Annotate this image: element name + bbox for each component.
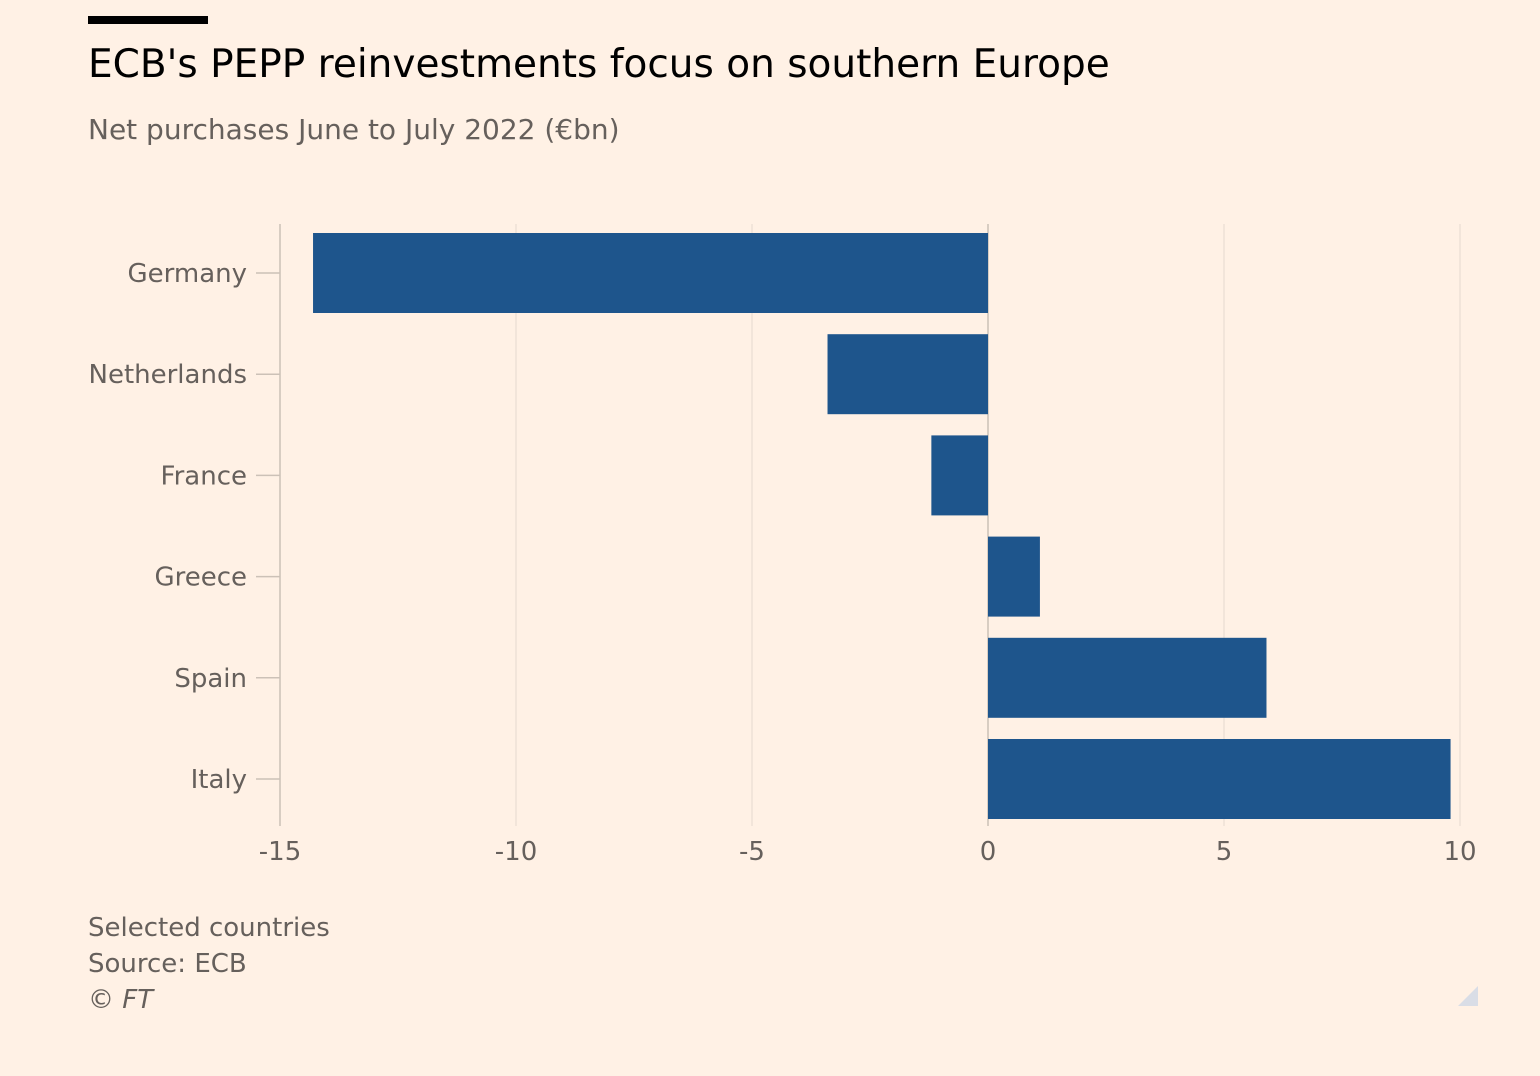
chart-title: ECB's PEPP reinvestments focus on southe… — [88, 42, 1110, 87]
bar-greece — [988, 536, 1040, 617]
category-label-greece: Greece — [154, 563, 247, 593]
x-tick-label: 5 — [1216, 837, 1233, 867]
grid-layer — [279, 224, 1461, 826]
resize-handle-icon[interactable] — [1458, 986, 1478, 1006]
category-label-france: France — [161, 461, 247, 491]
header-accent-rule — [88, 16, 208, 24]
bar-netherlands — [827, 334, 988, 415]
category-label-germany: Germany — [127, 259, 247, 289]
category-label-netherlands: Netherlands — [89, 360, 248, 390]
x-tick-label: -15 — [259, 837, 301, 867]
x-tick-label: 10 — [1443, 837, 1476, 867]
bar-spain — [988, 637, 1267, 718]
bar-chart: -15 -10 -5 0 5 10 Germany Netherlands France Gree… — [89, 224, 1477, 867]
chart-subtitle: Net purchases June to July 2022 (€bn) — [88, 113, 620, 146]
bar-germany — [313, 233, 988, 313]
bar-layer — [313, 233, 1451, 819]
source-note: Source: ECB — [88, 949, 247, 979]
copyright-note: © FT — [88, 985, 154, 1015]
x-tick-label: -5 — [739, 837, 765, 867]
bar-italy — [988, 739, 1451, 819]
x-tick-label: 0 — [980, 837, 997, 867]
footnote-selected-countries: Selected countries — [88, 913, 330, 943]
bar-france — [931, 435, 988, 516]
category-label-spain: Spain — [174, 664, 247, 694]
chart-footer: Selected countries Source: ECB © FT — [88, 910, 330, 1018]
x-tick-label: -10 — [495, 837, 537, 867]
axis-layer: -15 -10 -5 0 5 10 Germany Netherlands France Gree… — [89, 259, 1477, 867]
category-label-italy: Italy — [191, 765, 247, 795]
